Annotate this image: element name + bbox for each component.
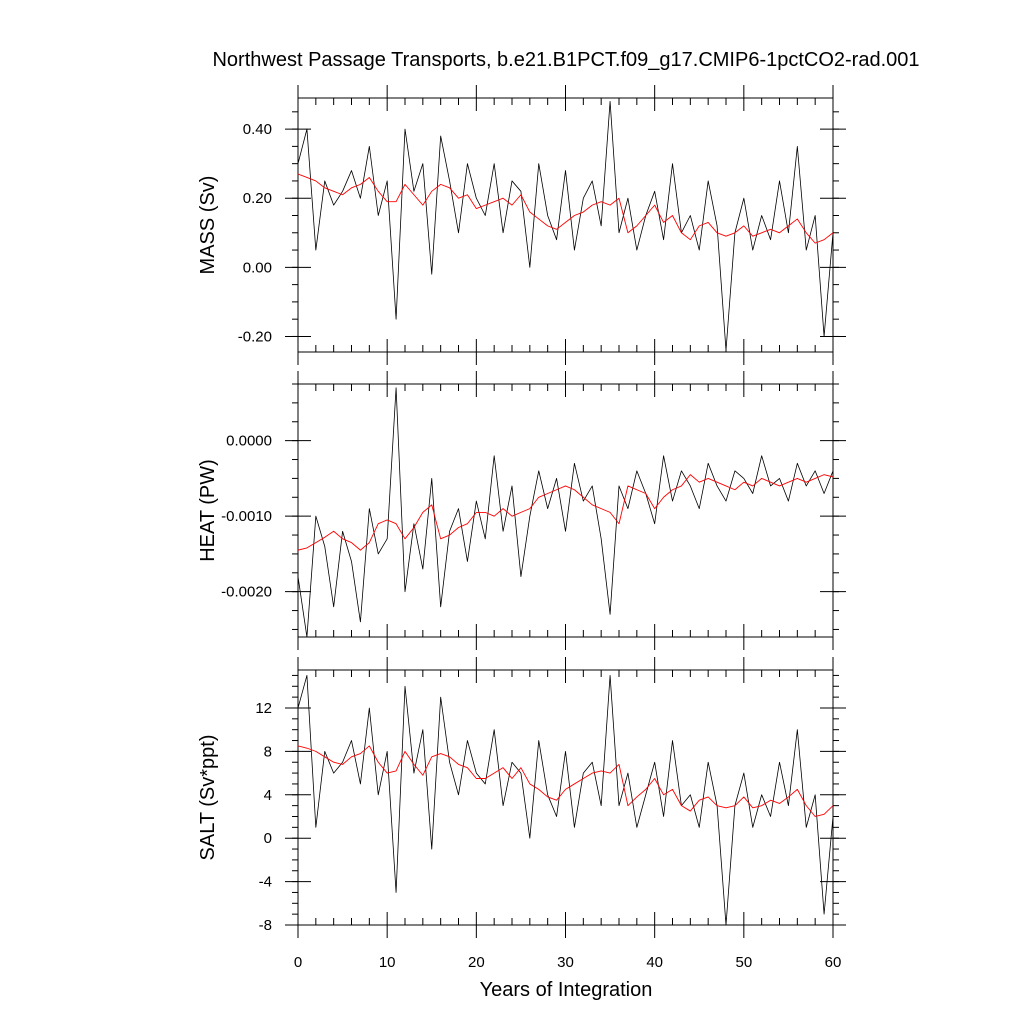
raw-transport-line	[298, 387, 833, 637]
heat-panel: -0.0020 -0.0010 0.0000 HEAT (PW)	[197, 371, 846, 650]
x-axis-label: Years of Integration	[480, 979, 653, 1001]
y-tick-label: -0.0010	[221, 508, 272, 525]
y-tick-label: 0.00	[243, 259, 272, 276]
x-tick-label: 50	[735, 954, 752, 971]
plot-frame	[297, 383, 834, 638]
x-tick-label: 30	[557, 954, 574, 971]
salt-panel: -8 -4 0 4 8 12 SALT (Sv*ppt)	[197, 657, 846, 938]
mass-panel: -0.20 0.00 0.20 0.40 MASS (Sv)	[197, 85, 846, 365]
y-axis-label: SALT (Sv*ppt)	[197, 735, 219, 861]
y-tick-label: 0.40	[243, 121, 272, 138]
plot-frame	[297, 97, 834, 353]
smoothed-transport-line	[298, 474, 833, 551]
y-tick-label: -4	[259, 874, 272, 891]
y-tick-label: 8	[264, 743, 272, 760]
y-tick-label: 0	[264, 830, 272, 847]
x-tick-label: 0	[294, 954, 302, 971]
y-tick-label: -8	[259, 917, 272, 934]
smoothed-transport-line	[298, 173, 833, 244]
raw-transport-line	[298, 101, 833, 351]
y-tick-label: 0.20	[243, 190, 272, 207]
x-tick-labels: 0 10 20 30 40 50 60	[294, 954, 842, 971]
smoothed-transport-line	[298, 745, 833, 817]
y-tick-label: 0.0000	[226, 433, 272, 450]
chart-title: Northwest Passage Transports, b.e21.B1PC…	[212, 49, 919, 71]
x-tick-label: 40	[646, 954, 663, 971]
y-axis-label: MASS (Sv)	[197, 176, 219, 275]
y-tick-label: 4	[264, 787, 272, 804]
plot-frame	[297, 669, 834, 926]
y-axis-label: HEAT (PW)	[197, 459, 219, 562]
y-tick-label: -0.20	[238, 328, 272, 345]
raw-transport-line	[298, 675, 833, 925]
x-tick-label: 60	[825, 954, 842, 971]
x-tick-label: 20	[468, 954, 485, 971]
y-tick-label: 12	[255, 700, 272, 717]
x-tick-label: 10	[379, 954, 396, 971]
y-tick-label: -0.0020	[221, 584, 272, 601]
